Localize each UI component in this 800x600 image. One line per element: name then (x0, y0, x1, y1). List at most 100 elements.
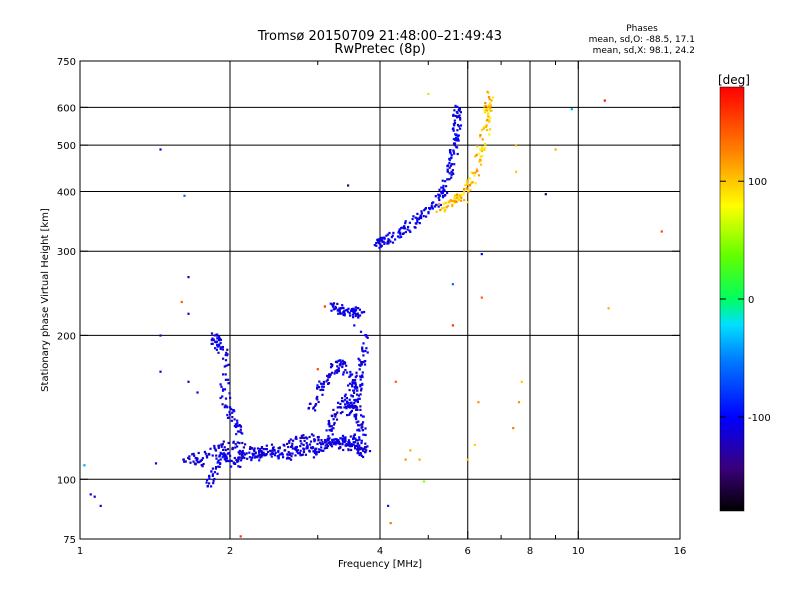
trace-point (321, 383, 324, 386)
trace-point (344, 403, 347, 406)
y-axis-label: Stationary phase Virtual Height [km] (40, 208, 51, 392)
trace-point (414, 216, 417, 219)
scatter-point (418, 458, 421, 461)
trace-point (282, 456, 285, 459)
trace-point (219, 383, 222, 386)
trace-point (221, 389, 225, 392)
trace-point (453, 195, 456, 199)
trace-point (264, 448, 267, 451)
trace-point (481, 145, 484, 149)
trace-point (219, 396, 222, 400)
trace-point (253, 447, 256, 450)
trace-point (318, 380, 321, 383)
trace-point (386, 242, 389, 245)
trace-point (303, 439, 306, 442)
trace-point (294, 454, 297, 457)
trace-point (431, 207, 434, 210)
y-tick-label: 75 (63, 535, 76, 546)
trace-point (224, 449, 227, 452)
trace-point (329, 302, 332, 305)
trace-point (479, 158, 482, 161)
trace-point (234, 443, 237, 446)
chart-title: Tromsø 20150709 21:48:00–21:49:43 (257, 29, 502, 44)
trace-point (454, 200, 457, 203)
trace-point (236, 424, 239, 428)
trace-point (191, 453, 194, 456)
trace-point (491, 96, 495, 99)
trace-point (487, 112, 490, 115)
trace-point (261, 452, 264, 455)
trace-point (347, 439, 351, 442)
trace-point (271, 451, 274, 454)
scatter-point (512, 427, 515, 430)
trace-point (326, 444, 329, 448)
trace-point (300, 453, 303, 457)
trace-point (348, 398, 351, 401)
trace-point (325, 429, 328, 432)
trace-point (380, 236, 383, 239)
trace-point (449, 164, 452, 167)
trace-point (388, 231, 391, 235)
trace-point (302, 443, 305, 446)
trace-point (332, 427, 335, 430)
trace-point (315, 447, 318, 450)
trace-point (337, 367, 340, 370)
trace-point (378, 246, 381, 249)
trace-point (430, 205, 433, 209)
trace-point (327, 376, 330, 379)
trace-point (358, 359, 361, 362)
trace-point (455, 146, 458, 149)
trace-point (355, 418, 358, 421)
trace-point (348, 413, 351, 416)
trace-point (221, 456, 224, 459)
trace-point (349, 373, 352, 376)
trace-point (459, 118, 462, 121)
trace-point (342, 310, 345, 314)
trace-point (364, 433, 367, 437)
trace-point (457, 197, 460, 200)
trace-point (357, 357, 360, 360)
trace-point (238, 453, 241, 456)
trace-point (203, 450, 206, 453)
trace-point (225, 457, 229, 460)
trace-point (324, 441, 327, 444)
trace-point (303, 436, 306, 439)
trace-point (418, 222, 421, 225)
trace-point (252, 454, 255, 457)
trace-point (470, 171, 473, 174)
trace-point (342, 373, 345, 376)
trace-point (448, 200, 451, 204)
trace-point (479, 135, 482, 138)
trace-point (198, 461, 201, 464)
trace-point (262, 448, 265, 451)
trace-point (354, 382, 357, 385)
trace-point (319, 388, 322, 392)
trace-point (222, 440, 225, 443)
trace-point (425, 215, 428, 218)
trace-point (213, 444, 216, 448)
trace-point (480, 150, 483, 153)
trace-point (341, 440, 345, 443)
trace-point (314, 403, 318, 406)
trace-point (314, 404, 317, 407)
trace-point (330, 445, 334, 448)
trace-point (333, 441, 336, 444)
trace-point (294, 448, 297, 451)
trace-point (237, 458, 240, 461)
trace-point (317, 448, 321, 451)
trace-point (316, 436, 319, 439)
trace-point (228, 392, 231, 395)
trace-point (232, 440, 235, 443)
trace-point (224, 353, 227, 357)
trace-point (387, 238, 390, 241)
trace-point (445, 185, 448, 188)
trace-point (360, 439, 363, 442)
trace-point (233, 425, 236, 428)
trace-point (389, 240, 392, 243)
trace-point (355, 398, 358, 401)
trace-point (454, 114, 457, 117)
trace-point (258, 459, 261, 462)
trace-point (208, 482, 211, 485)
trace-point (314, 448, 317, 452)
trace-point (357, 420, 360, 423)
